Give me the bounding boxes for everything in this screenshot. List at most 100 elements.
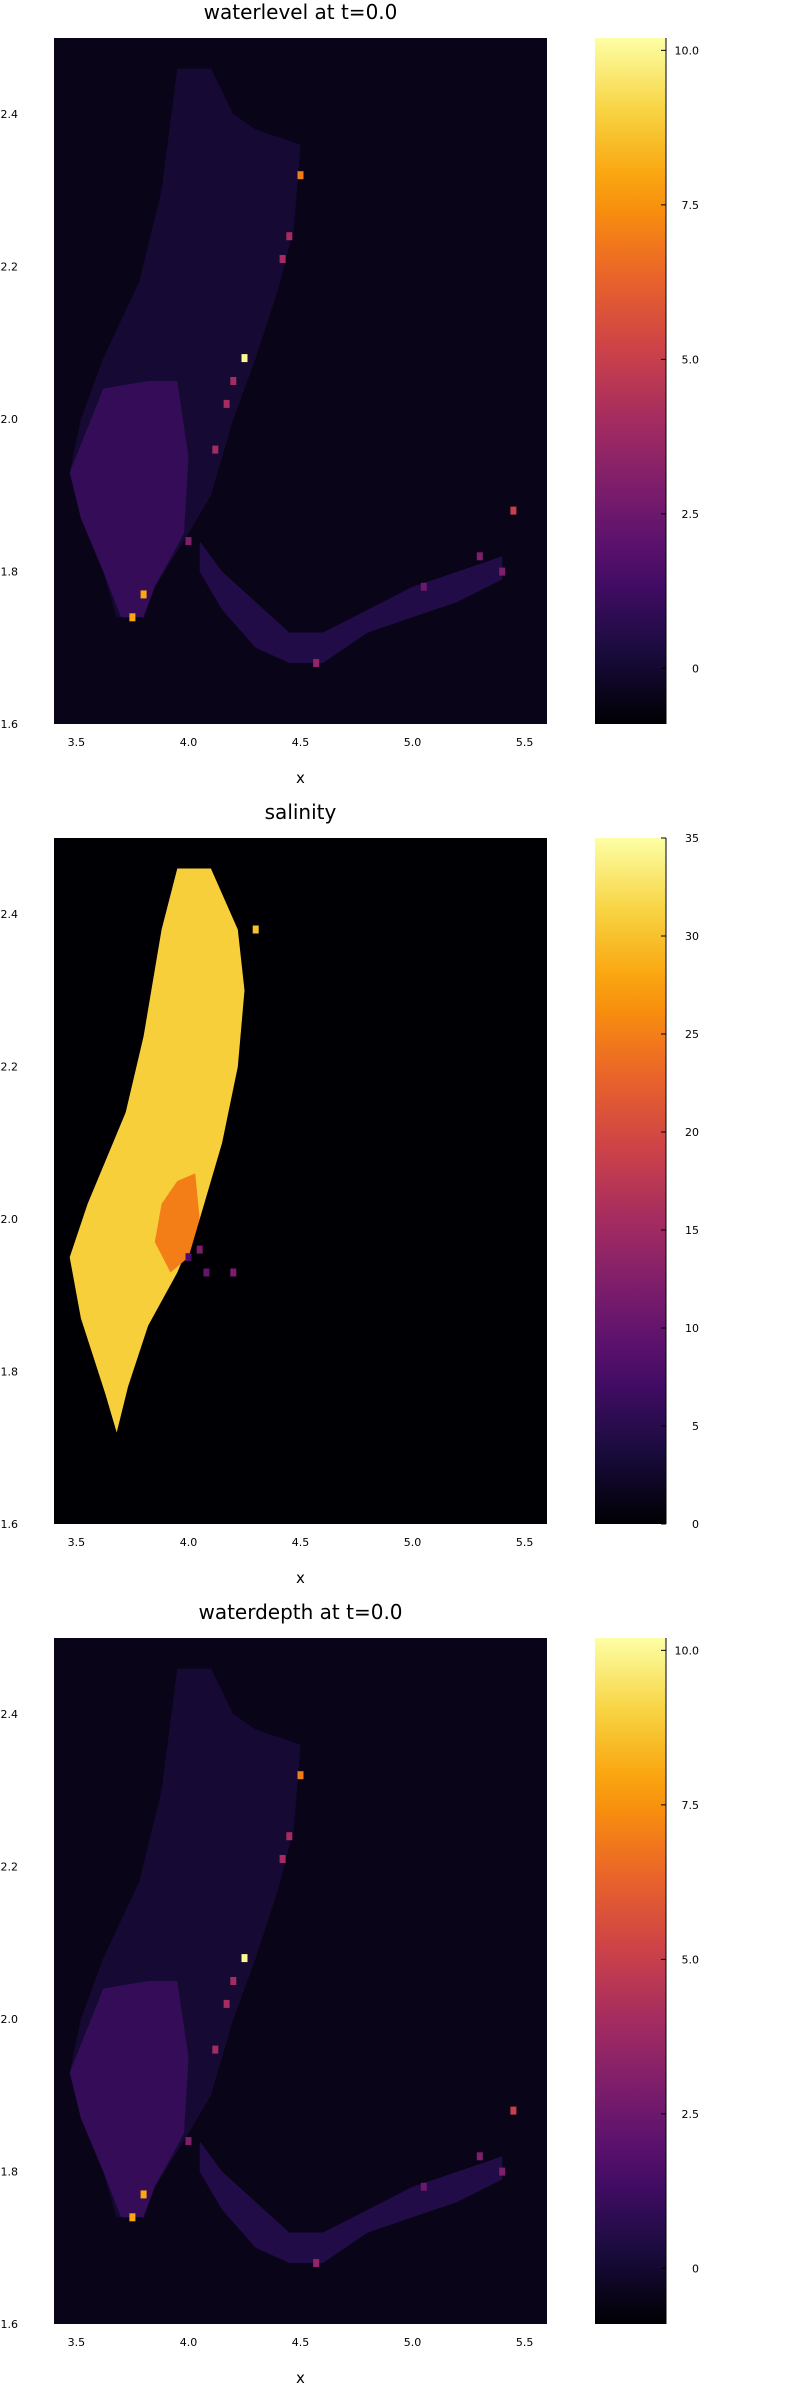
colorbar-tick-label: 0 [692,2262,699,2275]
heatmap-cell [140,2190,147,2199]
chart-panel-1: waterlevel at t=0.0 3.5 4.0 4.5 5.0 5.5 1.6 1.8… [0,0,799,800]
colorbar-tick-label: 7.5 [682,199,700,212]
colorbar-tick-label: 5.0 [682,1953,700,1966]
heatmap-chart: waterdepth at t=0.0 3.5 4.0 4.5 5.0 5.5 1.6 1.8… [1,1600,700,2387]
y-tick-label: 2.4 [1,108,19,121]
heatmap-cell [510,2106,517,2115]
x-tick-label: 4.5 [292,736,310,749]
heatmap-cell [185,2137,192,2146]
heatmap-chart: salinity 3.5 4.0 4.5 5.0 5.5 1.6 1.8 2.0 2.2 2.4 x 0… [1,800,700,1587]
heatmap-cell [140,590,147,599]
x-tick-label: 4.0 [180,736,198,749]
heatmap-cell [313,659,320,667]
x-tick-label: 3.5 [68,1536,86,1549]
heatmap-cell [185,1253,192,1262]
heatmap-cell [230,1977,237,1985]
heatmap-cell [185,537,192,546]
x-tick-label: 4.5 [292,1536,310,1549]
x-tick-label: 5.5 [516,736,534,749]
colorbar-tick-label: 5.0 [682,353,700,366]
heatmap-cell [420,582,427,591]
y-tick-label: 2.0 [1,2013,19,2026]
y-tick-label: 2.2 [1,1061,19,1074]
colorbar-tick-label: 2.5 [682,508,700,521]
x-tick-label: 5.5 [516,1536,534,1549]
heatmap-cell [476,552,483,561]
y-tick-label: 1.6 [1,1518,19,1531]
x-tick-label: 5.5 [516,2336,534,2349]
heatmap-cell [230,1268,237,1277]
heatmap-cell [279,1855,286,1863]
heatmap-cell [297,1771,304,1780]
heatmap-cell [203,1268,210,1277]
heatmap-region-mixing-zone [154,1173,200,1273]
heatmap-cell [129,613,136,622]
x-axis-label: x [296,769,305,787]
heatmap-cell [223,1999,230,2008]
y-tick-label: 2.4 [1,908,19,921]
colorbar-tick-label: 2.5 [682,2108,700,2121]
y-tick-label: 1.6 [1,2318,19,2331]
x-tick-label: 5.0 [404,1536,422,1549]
heatmap-region-lower-lobe [69,381,189,618]
heatmap-cell [241,1954,248,1963]
colorbar-tick-label: 20 [685,1126,699,1139]
heatmap-region-channel [199,541,503,663]
heatmap-cell [252,925,259,934]
heatmap-cell [279,255,286,263]
y-tick-label: 2.0 [1,1213,19,1226]
heatmap-cell [230,377,237,385]
heatmap-cell [499,567,506,576]
heatmap-cell [286,232,293,241]
x-tick-label: 5.0 [404,736,422,749]
heatmap-cell [420,2182,427,2191]
colorbar [595,838,666,1524]
chart-title: waterlevel at t=0.0 [204,0,398,24]
heatmap-cell [510,506,517,515]
chart-title: salinity [265,800,337,824]
x-tick-label: 4.0 [180,2336,198,2349]
colorbar-tick-label: 10 [685,1322,699,1335]
colorbar-tick-label: 30 [685,930,699,943]
x-axis-label: x [296,1569,305,1587]
y-tick-label: 1.8 [1,566,19,579]
x-tick-label: 4.0 [180,1536,198,1549]
y-tick-label: 2.0 [1,413,19,426]
colorbar-tick-label: 25 [685,1028,699,1041]
y-tick-label: 2.4 [1,1708,19,1721]
colorbar-tick-label: 10.0 [675,1644,700,1657]
heatmap-cell [212,445,219,454]
colorbar-tick-label: 7.5 [682,1799,700,1812]
colorbar-tick-label: 35 [685,832,699,845]
heatmap-cell [196,1245,203,1254]
x-tick-label: 3.5 [68,2336,86,2349]
colorbar-tick-label: 5 [692,1420,699,1433]
heatmap-cell [129,2213,136,2222]
chart-panel-2: salinity 3.5 4.0 4.5 5.0 5.5 1.6 1.8 2.0 2.2 2.4 x 0… [0,800,799,1600]
heatmap-cell [313,2259,320,2267]
x-axis-label: x [296,2369,305,2387]
colorbar-tick-label: 0 [692,662,699,675]
heatmap-region-high-salinity-strip [69,868,245,1433]
heatmap-cell [476,2152,483,2161]
y-tick-label: 2.2 [1,261,19,274]
x-tick-label: 3.5 [68,736,86,749]
heatmap-chart: waterlevel at t=0.0 3.5 4.0 4.5 5.0 5.5 1.6 1.8… [1,0,700,787]
y-tick-label: 1.8 [1,1366,19,1379]
heatmap-cell [212,2045,219,2054]
heatmap-cell [223,399,230,408]
colorbar-tick-label: 15 [685,1224,699,1237]
colorbar [595,38,666,724]
colorbar [595,1638,666,2324]
x-tick-label: 5.0 [404,2336,422,2349]
colorbar-tick-label: 10.0 [675,44,700,57]
colorbar-tick-label: 0 [692,1518,699,1531]
heatmap-cell [499,2167,506,2176]
heatmap-region-channel [199,2141,503,2263]
heatmap-cell [286,1832,293,1841]
heatmap-region-lower-lobe [69,1981,189,2218]
heatmap-cell [241,354,248,363]
chart-title: waterdepth at t=0.0 [198,1600,402,1624]
chart-panel-3: waterdepth at t=0.0 3.5 4.0 4.5 5.0 5.5 1.6 1.8… [0,1600,799,2400]
y-tick-label: 1.6 [1,718,19,731]
